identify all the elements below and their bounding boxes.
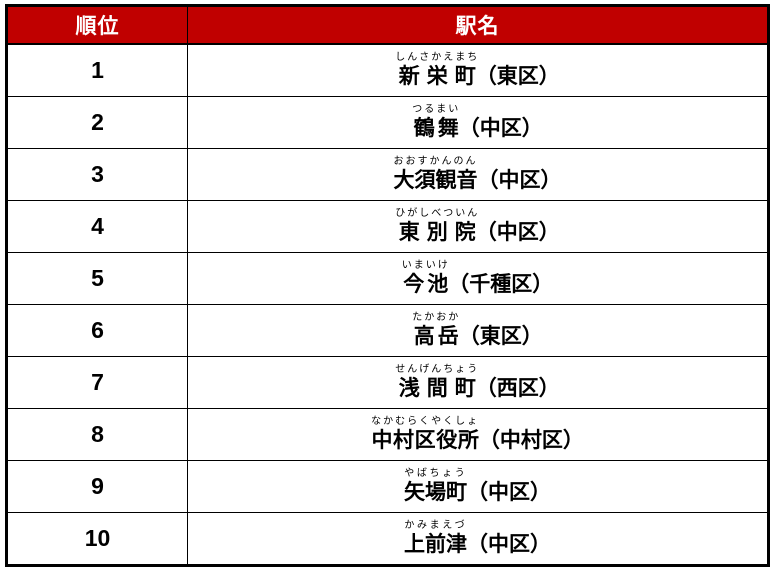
station-name: 中村区役所: [371, 429, 480, 453]
station-name: 矢場町: [404, 481, 467, 505]
table-header: 順位 駅名: [6, 5, 769, 45]
table-row: 10 上前津かみまえづ（中区）: [6, 512, 769, 566]
station-furigana: おおすかんのん: [393, 156, 478, 168]
station-furigana: かみまえづ: [404, 520, 467, 532]
station-name: 鶴舞: [412, 117, 461, 141]
station-furigana: しんさかえまち: [395, 52, 480, 64]
station-ward: （中区）: [467, 533, 551, 557]
station-furigana: なかむらくやくしょ: [371, 416, 480, 428]
station-ruby: 大須観音おおすかんのん: [393, 156, 478, 193]
table-row: 4 東別院ひがしべついん（中区）: [6, 200, 769, 253]
station-ruby: 中村区役所なかむらくやくしょ: [371, 416, 480, 453]
table-row: 5 今池いまいけ（千種区）: [6, 252, 769, 305]
station-ruby: 高岳たかおか: [412, 312, 461, 349]
station-ward: （東区）: [458, 325, 543, 349]
station-cell: 新栄町しんさかえまち（東区）: [187, 43, 769, 97]
station-ward: （東区）: [475, 65, 560, 89]
station-name: 大須観音: [393, 169, 478, 193]
station-cell: 浅間町せんげんちょう（西区）: [187, 356, 769, 409]
table-body: 1 新栄町しんさかえまち（東区） 2 鶴舞つるまい（中区） 3 大須観音おおすか…: [6, 43, 769, 566]
station-name: 新栄町: [395, 65, 480, 89]
station-cell: 高岳たかおか（東区）: [187, 304, 769, 357]
rank-value: 10: [6, 512, 188, 566]
station-ruby: 今池いまいけ: [401, 260, 450, 297]
rank-value: 8: [6, 408, 188, 461]
rank-value: 5: [6, 252, 188, 305]
station-ward: （中村区）: [478, 429, 584, 453]
rank-value: 3: [6, 148, 188, 201]
rank-value: 2: [6, 96, 188, 149]
station-name: 高岳: [412, 325, 461, 349]
table-row: 7 浅間町せんげんちょう（西区）: [6, 356, 769, 409]
rank-value: 7: [6, 356, 188, 409]
station-cell: 中村区役所なかむらくやくしょ（中村区）: [187, 408, 769, 461]
table-row: 2 鶴舞つるまい（中区）: [6, 96, 769, 149]
rank-value: 9: [6, 460, 188, 513]
station-name: 浅間町: [395, 377, 480, 401]
station-ward: （千種区）: [448, 273, 554, 297]
station-ruby: 浅間町せんげんちょう: [395, 364, 480, 401]
table-row: 1 新栄町しんさかえまち（東区）: [6, 43, 769, 97]
rank-value: 4: [6, 200, 188, 253]
table-row: 6 高岳たかおか（東区）: [6, 304, 769, 357]
station-ruby: 矢場町やばちょう: [404, 468, 467, 505]
station-cell: 東別院ひがしべついん（中区）: [187, 200, 769, 253]
table-row: 3 大須観音おおすかんのん（中区）: [6, 148, 769, 201]
station-ward: （中区）: [477, 169, 562, 193]
station-cell: 大須観音おおすかんのん（中区）: [187, 148, 769, 201]
station-name: 東別院: [395, 221, 480, 245]
station-ranking-table: 順位 駅名 1 新栄町しんさかえまち（東区） 2 鶴舞つるまい（中区） 3 大須…: [5, 4, 770, 567]
station-furigana: せんげんちょう: [395, 364, 480, 376]
station-furigana: いまいけ: [401, 260, 450, 272]
station-ward: （西区）: [475, 377, 560, 401]
rank-value: 6: [6, 304, 188, 357]
rank-value: 1: [6, 43, 188, 97]
station-cell: 矢場町やばちょう（中区）: [187, 460, 769, 513]
station-furigana: たかおか: [412, 312, 461, 324]
station-ruby: 新栄町しんさかえまち: [395, 52, 480, 89]
table-row: 8 中村区役所なかむらくやくしょ（中村区）: [6, 408, 769, 461]
station-cell: 今池いまいけ（千種区）: [187, 252, 769, 305]
station-name: 上前津: [404, 533, 467, 557]
station-ruby: 東別院ひがしべついん: [395, 208, 480, 245]
station-ward: （中区）: [467, 481, 551, 505]
station-furigana: やばちょう: [404, 468, 467, 480]
station-furigana: ひがしべついん: [395, 208, 480, 220]
header-row: 順位 駅名: [6, 5, 769, 45]
station-ward: （中区）: [458, 117, 543, 141]
table-row: 9 矢場町やばちょう（中区）: [6, 460, 769, 513]
station-furigana: つるまい: [412, 104, 461, 116]
station-cell: 上前津かみまえづ（中区）: [187, 512, 769, 566]
header-rank: 順位: [6, 5, 188, 45]
station-ruby: 鶴舞つるまい: [412, 104, 461, 141]
station-ward: （中区）: [475, 221, 560, 245]
station-ruby: 上前津かみまえづ: [404, 520, 467, 557]
station-cell: 鶴舞つるまい（中区）: [187, 96, 769, 149]
header-station: 駅名: [187, 5, 769, 45]
station-name: 今池: [401, 273, 450, 297]
